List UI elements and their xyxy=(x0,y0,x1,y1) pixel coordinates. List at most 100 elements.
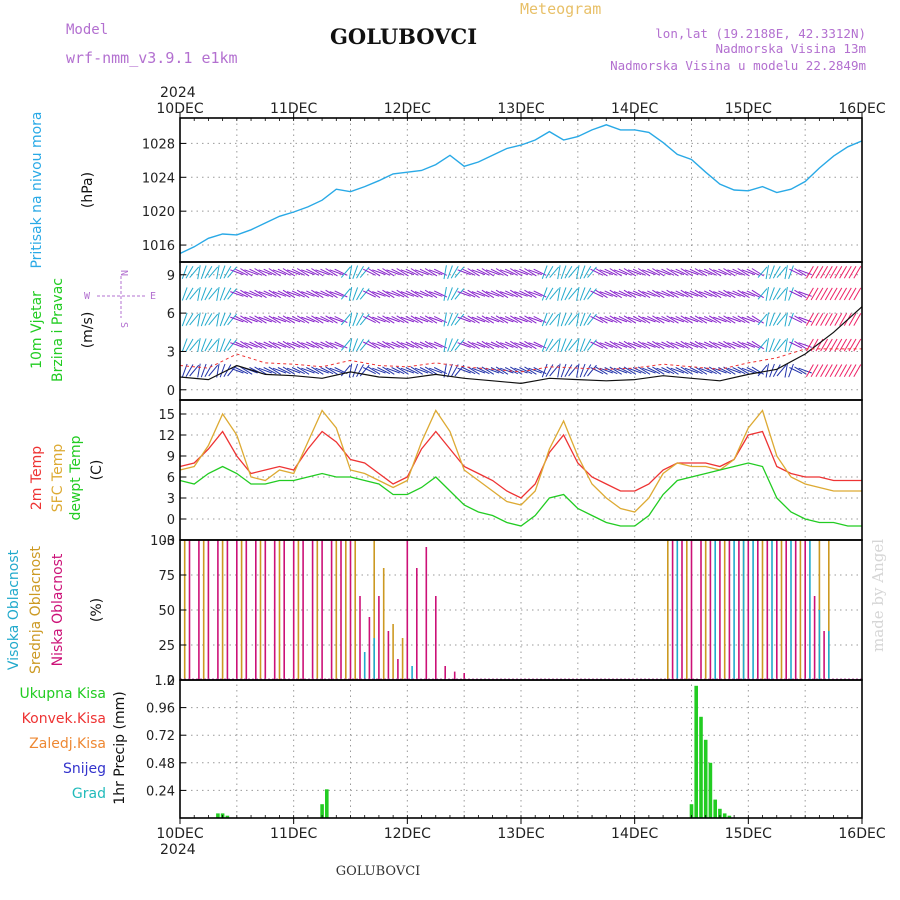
wind-barb xyxy=(216,265,220,280)
wind-barb xyxy=(244,316,258,323)
wind-barb xyxy=(296,340,310,350)
wind-barb xyxy=(490,367,504,375)
cloud-high-axis-label: Visoka Oblacnost xyxy=(6,549,22,670)
wind-barb xyxy=(824,313,833,326)
wind-barb xyxy=(277,268,291,276)
wind-barb xyxy=(223,287,232,301)
wind-barb xyxy=(737,366,750,375)
wind-barb xyxy=(684,367,699,374)
wind-barb xyxy=(757,313,768,326)
wind-barb xyxy=(579,287,586,301)
wind-barb xyxy=(263,290,277,298)
wind-barb xyxy=(568,288,578,300)
wind-barb xyxy=(618,290,632,298)
precip-bar xyxy=(727,815,732,818)
wind-barb xyxy=(623,340,637,350)
compass-west: W xyxy=(84,291,91,302)
wind-barb xyxy=(200,338,207,352)
wind-barb xyxy=(227,313,237,326)
wind-barb xyxy=(810,265,819,279)
wind-barb xyxy=(713,316,727,323)
wind-barb xyxy=(647,290,661,298)
wind-barb xyxy=(590,290,604,298)
wind-barb xyxy=(642,316,656,323)
wind-barb xyxy=(590,315,604,324)
wind-barb xyxy=(557,312,561,327)
wind-barb xyxy=(698,291,713,297)
wind-barb xyxy=(528,269,542,276)
wind-barb xyxy=(757,266,768,278)
wind-barb xyxy=(400,342,415,348)
wind-barb xyxy=(291,290,305,298)
wind-barb xyxy=(794,340,807,350)
wind-barb xyxy=(268,268,281,277)
wind-barb xyxy=(500,367,514,374)
wind-barb xyxy=(352,312,359,327)
cloud-unit-label: (%) xyxy=(89,598,105,622)
wind-barb xyxy=(789,268,803,276)
wind-barb xyxy=(396,315,409,324)
wind-barb xyxy=(741,342,756,348)
wind-barb xyxy=(815,287,824,301)
y-tick-label: 6 xyxy=(167,471,175,486)
wind-barb xyxy=(301,269,315,276)
wind-barb xyxy=(377,315,391,324)
wind-barb xyxy=(741,367,756,374)
wind-barb xyxy=(462,268,476,276)
wind-barb xyxy=(230,269,244,276)
wind-barb xyxy=(372,291,386,297)
wind-barb xyxy=(689,341,703,349)
wind-barb xyxy=(414,367,429,374)
wind-barb xyxy=(689,268,703,276)
wind-barb xyxy=(765,287,769,301)
wind-barb xyxy=(528,342,542,348)
wind-barb xyxy=(741,269,756,276)
wind-barb xyxy=(490,268,504,276)
wind-barb xyxy=(627,291,642,297)
wind-barb xyxy=(514,291,528,297)
wind-barb xyxy=(652,268,665,277)
wind-barb xyxy=(829,313,838,326)
wind-barb xyxy=(557,338,561,352)
wind-barb xyxy=(647,315,661,324)
wind-barb xyxy=(666,366,679,375)
cloud-low-axis-label: Niska Oblacnost xyxy=(50,553,66,666)
wind-barb xyxy=(320,341,334,349)
y-tick-label: 0.72 xyxy=(146,729,175,744)
wind-barb xyxy=(334,341,348,349)
wind-barb xyxy=(746,290,760,298)
wind-barb xyxy=(340,288,351,300)
precip-bar xyxy=(325,789,329,819)
wind-barb xyxy=(708,268,722,277)
wind-barb xyxy=(462,341,476,349)
wind-barb xyxy=(769,287,775,301)
sfctemp-axis-label: SFC Temp xyxy=(50,444,66,513)
wind-barb xyxy=(467,268,480,277)
wind-barb xyxy=(254,340,267,350)
wind-barb xyxy=(405,290,419,298)
wind-barb xyxy=(254,268,267,277)
wind-barb xyxy=(185,287,194,301)
wind-barb xyxy=(661,367,675,375)
wind-barb xyxy=(490,315,504,324)
wind-barb xyxy=(727,269,741,276)
panel-frame xyxy=(179,261,863,401)
wind-barb xyxy=(391,341,405,349)
wind-barb xyxy=(208,266,219,278)
y-tick-label: 1024 xyxy=(142,171,175,186)
wind-gust-line xyxy=(179,348,862,373)
wind-barb xyxy=(765,265,769,280)
wind-barb xyxy=(216,338,220,352)
wind-barb xyxy=(698,316,713,323)
wind-barb xyxy=(703,290,717,298)
wind-barb xyxy=(727,316,741,323)
wind-barb xyxy=(579,312,586,327)
wind-barb xyxy=(524,315,537,324)
wind-barb xyxy=(848,265,857,279)
wind-barb xyxy=(675,367,689,375)
wind-barb xyxy=(244,291,258,297)
wind-barb xyxy=(810,287,819,301)
precip-bar xyxy=(689,804,694,818)
wind-barb xyxy=(282,289,296,299)
wind-barb xyxy=(352,338,359,352)
